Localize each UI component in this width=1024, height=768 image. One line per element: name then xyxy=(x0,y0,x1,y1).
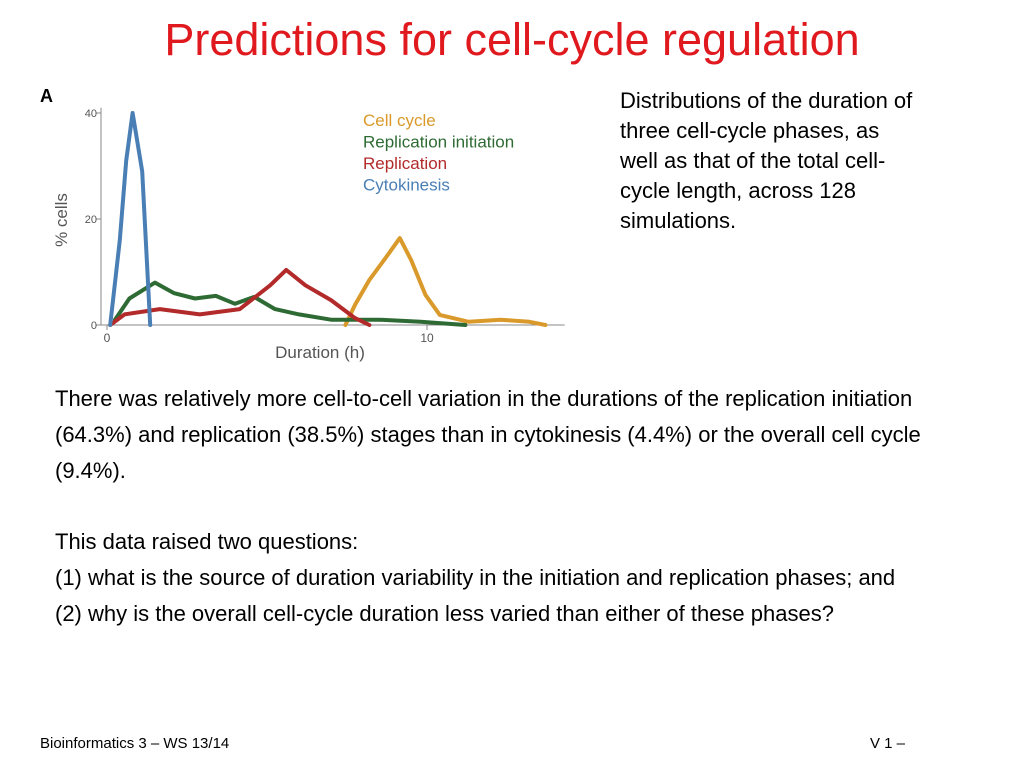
y-tick-label: 0 xyxy=(91,320,97,332)
paragraph: This data raised two questions: (1) what … xyxy=(55,524,975,632)
footer: V 1 – xyxy=(870,735,906,752)
series-line xyxy=(343,236,548,327)
slide-title: Predictions for cell-cycle regulation xyxy=(164,14,860,65)
side-text: Distributions of the duration of three c… xyxy=(620,88,913,233)
legend-entry: Replication initiation xyxy=(363,133,514,152)
footer: Bioinformatics 3 – WS 13/14 xyxy=(40,735,230,752)
y-tick-label: 20 xyxy=(85,214,97,226)
legend-entry: Cell cycle xyxy=(363,111,436,130)
x-axis-label: Duration (h) xyxy=(275,343,365,362)
paragraph-line: (2) why is the overall cell-cycle durati… xyxy=(55,601,834,626)
x-tick-label: 0 xyxy=(104,331,111,345)
x-tick-label: 10 xyxy=(420,331,434,345)
series-line xyxy=(113,280,468,327)
legend-entry: Replication xyxy=(363,154,447,173)
series-line xyxy=(108,111,153,327)
y-axis-label: % cells xyxy=(52,193,71,247)
paragraph-line: (1) what is the source of duration varia… xyxy=(55,565,896,590)
paragraph-line: This data raised two questions: xyxy=(55,529,359,554)
legend-entry: Cytokinesis xyxy=(363,176,450,195)
panel-label: A xyxy=(40,86,53,106)
chart: A 0 20 40 0 10 Duration (h) % cells Cell cycle R… xyxy=(40,86,565,362)
y-tick-label: 40 xyxy=(85,108,97,120)
paragraph: There was relatively more cell-to-cell v… xyxy=(55,386,921,483)
